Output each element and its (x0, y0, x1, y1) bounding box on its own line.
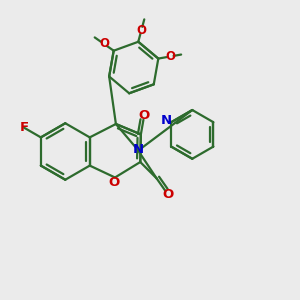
Text: F: F (20, 121, 29, 134)
Text: O: O (162, 188, 173, 201)
Text: O: O (165, 50, 175, 63)
Text: O: O (139, 109, 150, 122)
Text: O: O (109, 176, 120, 189)
Text: O: O (136, 24, 146, 37)
Text: O: O (99, 38, 109, 50)
Text: N: N (132, 143, 143, 156)
Text: N: N (161, 114, 172, 127)
